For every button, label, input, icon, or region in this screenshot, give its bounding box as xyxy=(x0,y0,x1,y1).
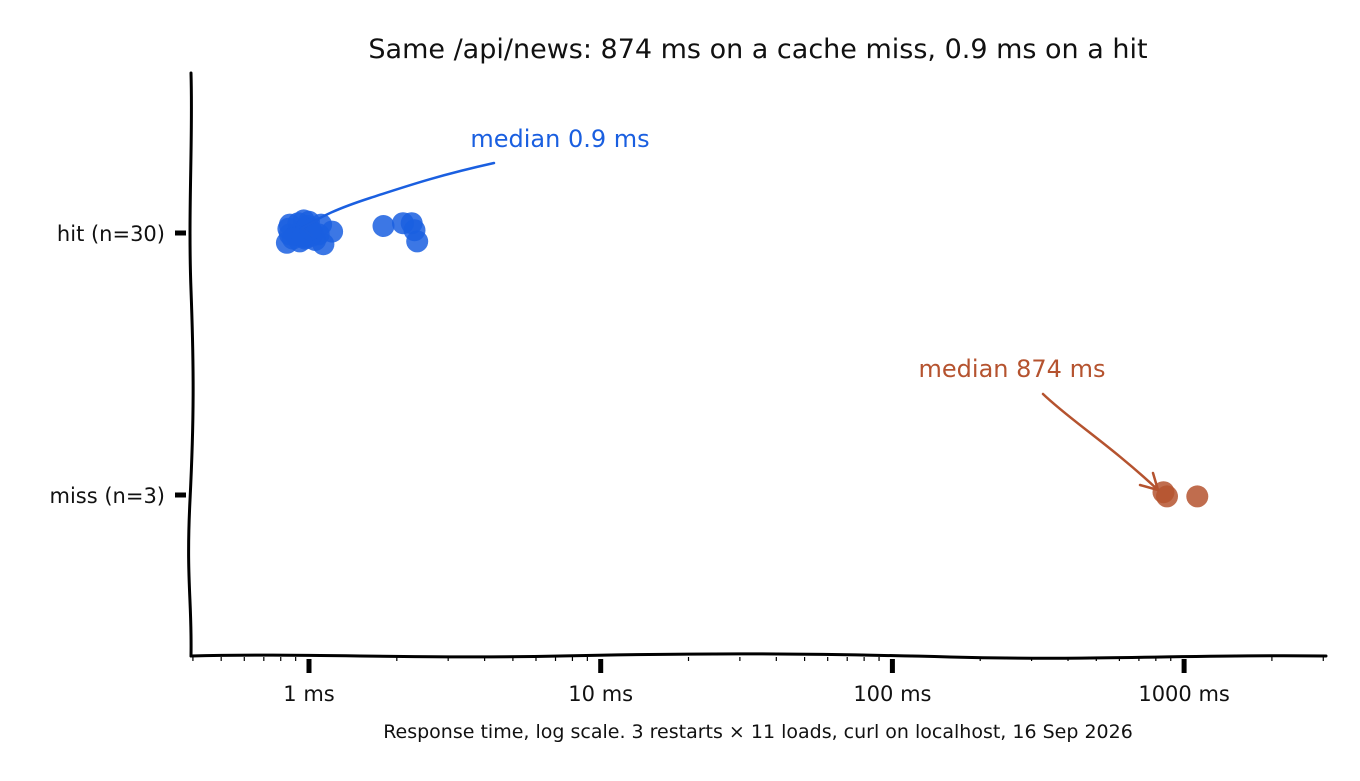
y-tick-label: hit (n=30) xyxy=(57,222,165,246)
annotations: median 0.9 ms median 874 ms xyxy=(300,125,1160,492)
arrow-head-icon xyxy=(300,218,320,238)
y-ticks: hit (n=30) miss (n=3) xyxy=(50,222,186,508)
data-point xyxy=(372,215,395,237)
x-tick-label: 1000 ms xyxy=(1138,682,1230,706)
data-point xyxy=(1186,485,1209,508)
data-points xyxy=(275,209,1209,508)
x-tick-label: 10 ms xyxy=(568,682,633,706)
x-ticks: 1 ms 10 ms 100 ms 1000 ms xyxy=(283,659,1230,706)
annotation-label: median 0.9 ms xyxy=(470,125,649,153)
y-axis-line xyxy=(187,71,195,658)
data-point xyxy=(299,218,322,241)
annotation-arrow xyxy=(300,161,496,230)
arrow-head-icon xyxy=(1138,471,1160,492)
annotation-label: median 874 ms xyxy=(919,355,1106,383)
chart-title: Same /api/news: 874 ms on a cache miss, … xyxy=(368,34,1147,65)
data-point xyxy=(1156,485,1178,508)
x-axis-line xyxy=(189,652,1328,660)
x-tick-label: 100 ms xyxy=(853,682,931,706)
x-tick-label: 1 ms xyxy=(283,682,334,706)
data-point xyxy=(321,220,344,243)
y-tick-label: miss (n=3) xyxy=(50,484,166,508)
x-axis-label: Response time, log scale. 3 restarts × 1… xyxy=(383,721,1133,743)
annotation-arrow xyxy=(1041,392,1160,492)
data-point xyxy=(400,212,423,235)
x-minor-ticks xyxy=(192,657,1324,661)
